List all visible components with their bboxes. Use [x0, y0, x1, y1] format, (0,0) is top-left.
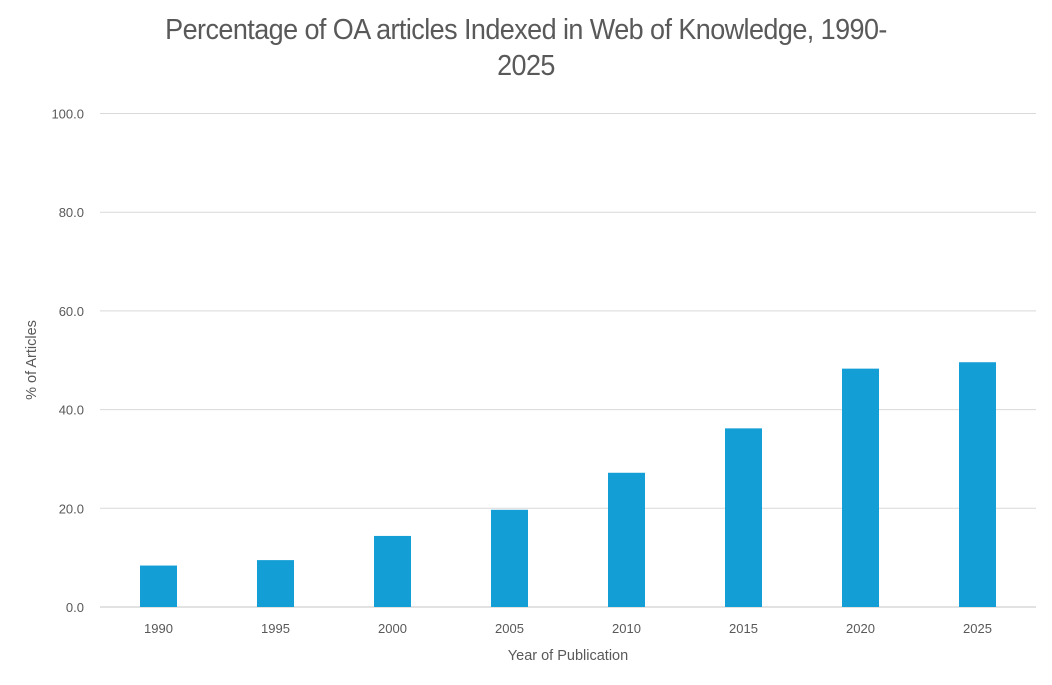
x-axis-ticks: 1990 1995 2000 2005 2010 2015 2020 2025: [144, 621, 992, 636]
x-tick-label: 2020: [846, 621, 875, 636]
x-tick-label: 2015: [729, 621, 758, 636]
y-tick-label: 80.0: [59, 205, 84, 220]
y-tick-label: 40.0: [59, 403, 84, 418]
bar-2010: [608, 472, 645, 607]
x-tick-label: 1995: [261, 621, 290, 636]
x-axis-title: Year of Publication: [508, 648, 628, 664]
x-tick-label: 2005: [495, 621, 524, 636]
bars: [140, 362, 996, 607]
gridlines: [100, 113, 1036, 608]
y-axis-ticks: 0.0 20.0 40.0 60.0 80.0 100.0: [51, 107, 84, 616]
bar-2005: [491, 509, 528, 607]
bar-2025: [959, 362, 996, 607]
y-axis-title: % of Articles: [24, 320, 40, 400]
bar-1995: [257, 560, 294, 607]
x-tick-label: 2025: [963, 621, 992, 636]
y-tick-label: 20.0: [59, 501, 84, 516]
bar-1990: [140, 565, 177, 607]
y-tick-label: 60.0: [59, 304, 84, 319]
x-tick-label: 2010: [612, 621, 641, 636]
y-tick-label: 100.0: [51, 107, 84, 122]
bar-2000: [374, 535, 411, 607]
chart-title-line-2: 2025: [497, 50, 555, 82]
y-tick-label: 0.0: [66, 600, 84, 615]
bar-2015: [725, 428, 762, 607]
chart-title-line-1: Percentage of OA articles Indexed in Web…: [165, 14, 887, 46]
x-tick-label: 2000: [378, 621, 407, 636]
bar-2020: [842, 368, 879, 607]
x-tick-label: 1990: [144, 621, 173, 636]
